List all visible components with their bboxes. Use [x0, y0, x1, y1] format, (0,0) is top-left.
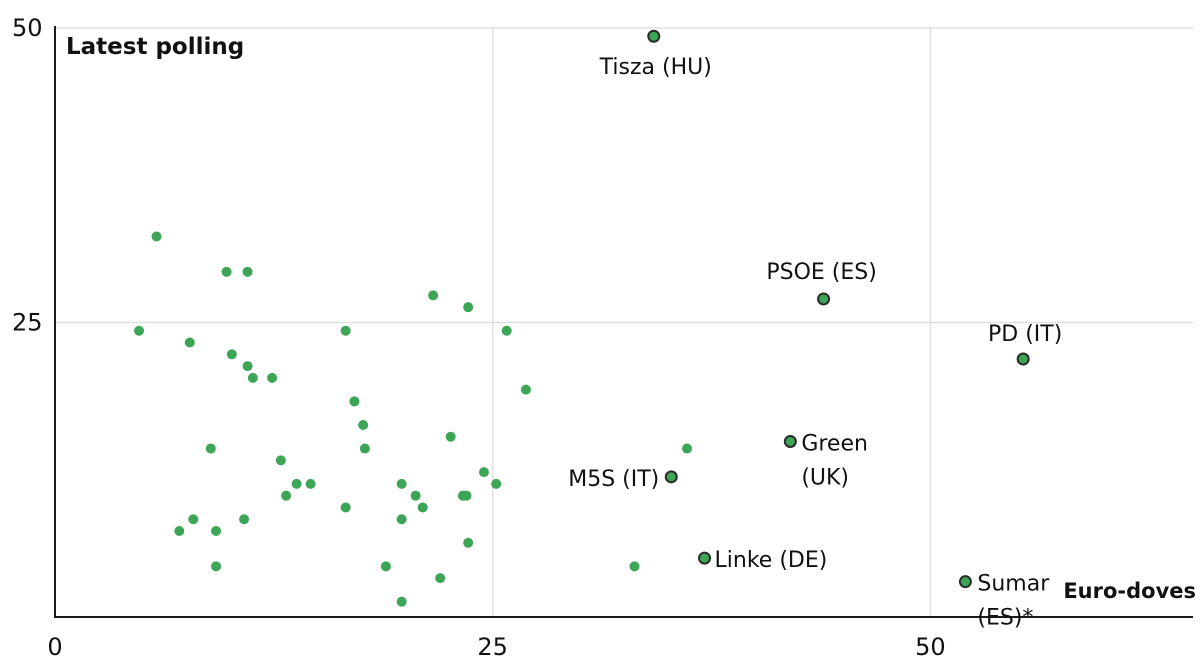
- data-point-20: [275, 455, 286, 466]
- point-m5s-it: [664, 470, 678, 484]
- data-point-13: [520, 384, 531, 395]
- data-point-12: [267, 372, 278, 383]
- data-point-37: [463, 537, 474, 548]
- point-label-tisza-hu: Tisza (HU): [599, 55, 712, 80]
- data-point-11: [247, 372, 258, 383]
- data-point-24: [396, 478, 407, 489]
- point-tisza-hu: [647, 29, 661, 43]
- data-point-21: [478, 467, 489, 478]
- data-point-16: [445, 431, 456, 442]
- data-point-8: [184, 337, 195, 348]
- data-point-4: [463, 302, 474, 313]
- point-linke-de: [698, 551, 712, 565]
- chart-title: Latest polling: [66, 34, 244, 60]
- unlabeled-points: [134, 231, 693, 607]
- point-sumar-es: [958, 575, 972, 589]
- data-point-32: [188, 514, 199, 525]
- data-point-9: [226, 349, 237, 360]
- point-label-green-uk: Green (UK): [801, 431, 868, 490]
- data-point-40: [629, 561, 640, 572]
- data-point-7: [501, 325, 512, 336]
- labeled-points: Tisza (HU) PSOE (ES) PD (IT) Green (UK) M5S (…: [568, 29, 1062, 631]
- data-point-34: [396, 514, 407, 525]
- data-point-33: [239, 514, 250, 525]
- x-tick-label-1: 25: [477, 633, 508, 660]
- data-point-18: [359, 443, 370, 454]
- data-point-3: [428, 290, 439, 301]
- x-tick-label-0: 0: [47, 633, 62, 660]
- point-label-sumar-es: Sumar (ES)*: [977, 572, 1050, 631]
- data-point-39: [380, 561, 391, 572]
- data-point-42: [396, 596, 407, 607]
- data-point-10: [242, 361, 253, 372]
- data-point-27: [410, 490, 421, 501]
- data-point-15: [358, 419, 369, 430]
- x-axis-label: Euro-doves: [1063, 579, 1196, 603]
- data-point-25: [491, 478, 502, 489]
- data-point-36: [211, 526, 222, 537]
- data-point-14: [349, 396, 360, 407]
- grid: [54, 26, 1193, 618]
- point-pd-it: [1016, 352, 1030, 366]
- data-point-38: [211, 561, 222, 572]
- data-point-41: [435, 573, 446, 584]
- point-label-m5s-it: M5S (IT): [568, 467, 659, 492]
- data-point-0: [151, 231, 162, 242]
- point-label-psoe-es: PSOE (ES): [766, 260, 876, 285]
- data-point-6: [340, 325, 351, 336]
- data-point-30: [340, 502, 351, 513]
- x-tick-label-2: 50: [915, 633, 946, 660]
- data-point-29: [461, 490, 472, 501]
- y-tick-label-0: 25: [12, 309, 43, 337]
- point-label-linke-de: Linke (DE): [715, 548, 828, 573]
- data-point-17: [205, 443, 216, 454]
- point-label-pd-it: PD (IT): [988, 322, 1062, 347]
- point-green-uk: [783, 434, 797, 448]
- data-point-22: [291, 478, 302, 489]
- y-tick-label-1: 50: [12, 14, 43, 42]
- tick-labels: 0 25 50 25 50: [12, 14, 946, 660]
- data-point-35: [174, 526, 185, 537]
- data-point-19: [682, 443, 693, 454]
- data-point-23: [305, 478, 316, 489]
- data-point-5: [134, 325, 145, 336]
- point-psoe-es: [817, 292, 831, 306]
- data-point-31: [417, 502, 428, 513]
- data-point-26: [281, 490, 292, 501]
- data-point-2: [242, 266, 253, 277]
- data-point-1: [221, 266, 232, 277]
